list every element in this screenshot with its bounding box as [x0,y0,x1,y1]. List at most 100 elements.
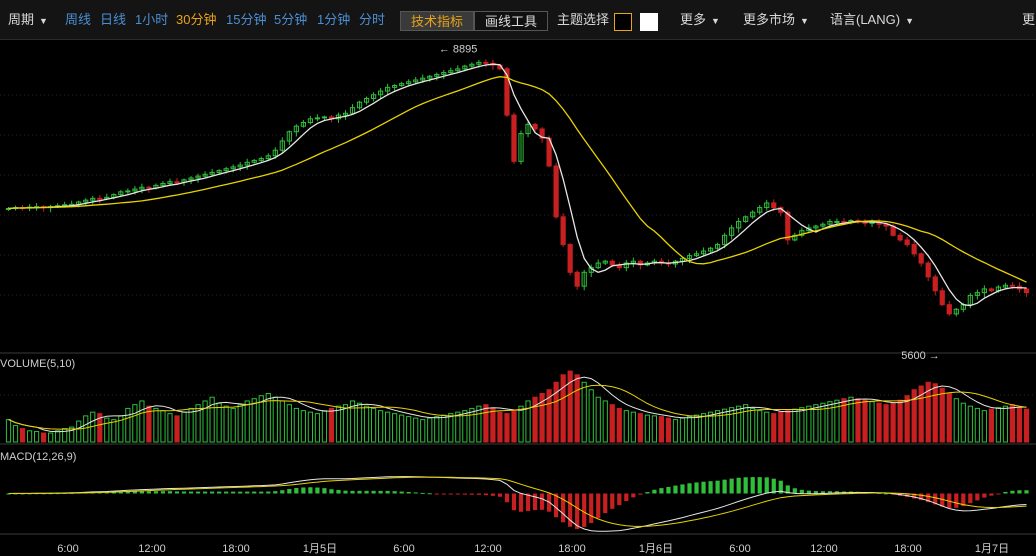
candle-body [700,250,707,255]
candle-body [820,223,826,227]
period-30m[interactable]: 30分钟 [176,12,217,27]
volume-bar [83,415,89,443]
period-5m[interactable]: 5分钟 [274,12,308,27]
macd-histogram-bar [167,491,173,494]
more-dropdown[interactable]: 更多 ▼ [680,0,720,40]
overflow-menu[interactable]: 更 [1022,12,1036,27]
price-chart[interactable]: ← 8895 5600 → VOLUME(5,10) MACD(12,26,9) 6:0… [0,40,1036,556]
macd-histogram-bar [575,493,580,530]
volume-bar [48,432,54,443]
candle-body [939,290,945,306]
candle-body [693,253,700,257]
volume-bar [848,396,854,443]
macd-histogram-bar [118,491,123,494]
macd-histogram-bar [940,493,945,507]
chevron-down-icon: ▼ [39,16,48,26]
volume-bar [363,405,370,443]
candle-body [532,123,538,130]
macd-histogram-bar [202,491,208,494]
candle-body [841,220,847,223]
volume-bar [609,404,615,443]
macd-histogram-bar [132,491,137,494]
macd-histogram-bar [195,491,201,494]
volume-bar [26,430,33,443]
candle-body [455,68,461,72]
candle-body [729,227,735,236]
volume-bar [693,414,700,443]
macd-histogram-bar [287,488,292,494]
candle-body [834,220,840,223]
volume-bar [981,410,987,443]
volume-bar [855,398,861,443]
macd-histogram-bar [1024,490,1029,494]
candle-body [722,234,728,246]
candle-body [209,171,215,175]
volume-bar [335,405,342,443]
candle-body [223,168,229,172]
volume-bar [104,417,110,443]
volume-bar [995,407,1002,443]
volume-bar [237,404,243,443]
macd-histogram-bar [975,493,980,501]
theme-label: 主题选择 [557,12,610,27]
macd-histogram-bar [315,487,320,494]
volume-bar [272,396,278,443]
candle-body [511,114,517,162]
macd-histogram-bar [659,488,664,494]
x-axis-tick-label: 18:00 [558,543,586,555]
volume-bar [939,387,945,443]
period-1m[interactable]: 1分钟 [317,12,351,27]
chart-toolbar: 周期 ▼ 周线 日线 1小时 30分钟 15分钟 5分钟 1分钟 分时 技术指标 … [0,0,1036,40]
candle-body [139,186,145,190]
candle-body [504,68,510,116]
candle-body [757,207,763,213]
x-axis-tick-label: 6:00 [729,543,750,555]
macd-histogram-bar [792,488,797,494]
language-dropdown[interactable]: 语言(LANG) ▼ [830,0,914,40]
drawing-tools-button[interactable]: 画线工具 [474,11,549,31]
period-15m[interactable]: 15分钟 [226,12,267,27]
period-dropdown[interactable]: 周期 ▼ [8,0,48,40]
period-timeshare[interactable]: 分时 [359,12,386,27]
macd-histogram-bar [455,493,460,495]
candle-body [1009,284,1016,287]
volume-ma-slow [8,384,1027,430]
macd-histogram-bar [364,490,369,494]
volume-bar [750,407,756,443]
volume-bar [623,410,629,443]
volume-bar [946,392,952,443]
volume-bar [62,428,68,443]
period-1h[interactable]: 1小时 [135,12,169,27]
volume-bar [69,426,75,443]
volume-bar [820,402,826,443]
indicators-button[interactable]: 技术指标 [400,11,475,31]
candle-body [518,133,524,162]
more-markets-dropdown[interactable]: 更多市场 ▼ [743,0,809,40]
theme-light-swatch[interactable] [640,13,658,31]
volume-bar [349,400,356,443]
candle-body [90,197,96,201]
theme-dark-swatch[interactable] [614,13,632,31]
macd-histogram-bar [715,480,720,494]
candle-body [904,239,910,246]
volume-bar [778,411,784,443]
period-weekly[interactable]: 周线 [65,12,92,27]
macd-histogram-bar [624,493,629,502]
macd-histogram-bar [799,489,804,494]
x-axis-tick-label: 18:00 [222,543,250,555]
volume-bar [707,411,714,443]
macd-histogram-bar [532,493,538,511]
macd-indicator-label: MACD(12,26,9) [0,451,76,463]
macd-dea-line [8,476,1027,527]
macd-histogram-bar [813,491,818,494]
candle-body [370,94,377,99]
macd-histogram-bar [399,491,404,494]
macd-histogram-bar [666,486,671,494]
period-daily[interactable]: 日线 [100,12,127,27]
candle-body [399,83,405,87]
candle-body [827,220,833,225]
macd-histogram-bar [757,477,762,494]
candle-body [167,181,173,185]
candle-body [427,75,433,79]
volume-bar [41,432,47,443]
